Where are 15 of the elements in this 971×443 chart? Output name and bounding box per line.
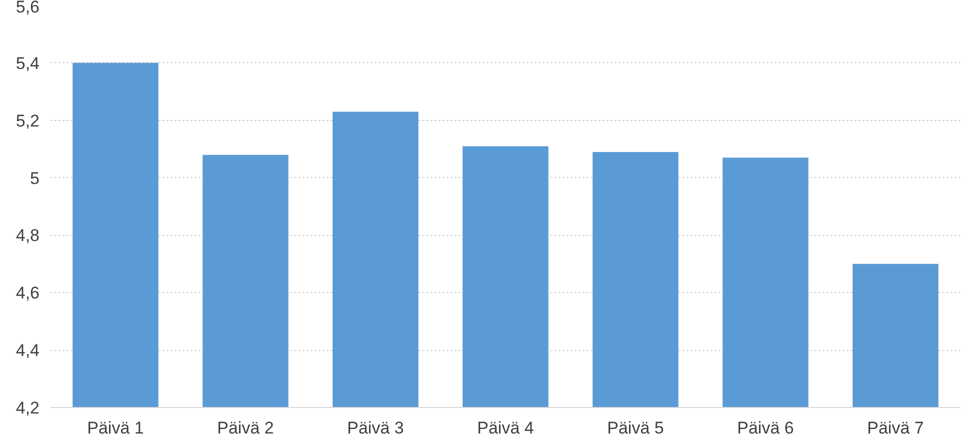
x-tick-label: Päivä 5 [607, 418, 664, 438]
y-tick-label: 5,6 [16, 0, 40, 16]
y-tick-label: 4,6 [16, 284, 40, 303]
x-tick-label: Päivä 1 [87, 418, 144, 438]
y-tick-label: 4,8 [16, 226, 40, 246]
y-tick-label: 5,2 [16, 111, 40, 130]
x-tick-label: Päivä 6 [737, 418, 794, 438]
x-tick-label: Päivä 3 [347, 418, 404, 438]
y-tick-label: 5,4 [16, 54, 40, 73]
y-tick-label: 4,2 [16, 398, 40, 418]
x-tick-label: Päivä 7 [867, 418, 924, 438]
y-tick-label: 5 [30, 168, 40, 188]
x-tick-label: Päivä 2 [217, 418, 274, 438]
x-tick-label: Päivä 4 [477, 418, 534, 438]
y-tick-label: 4,4 [16, 341, 40, 360]
